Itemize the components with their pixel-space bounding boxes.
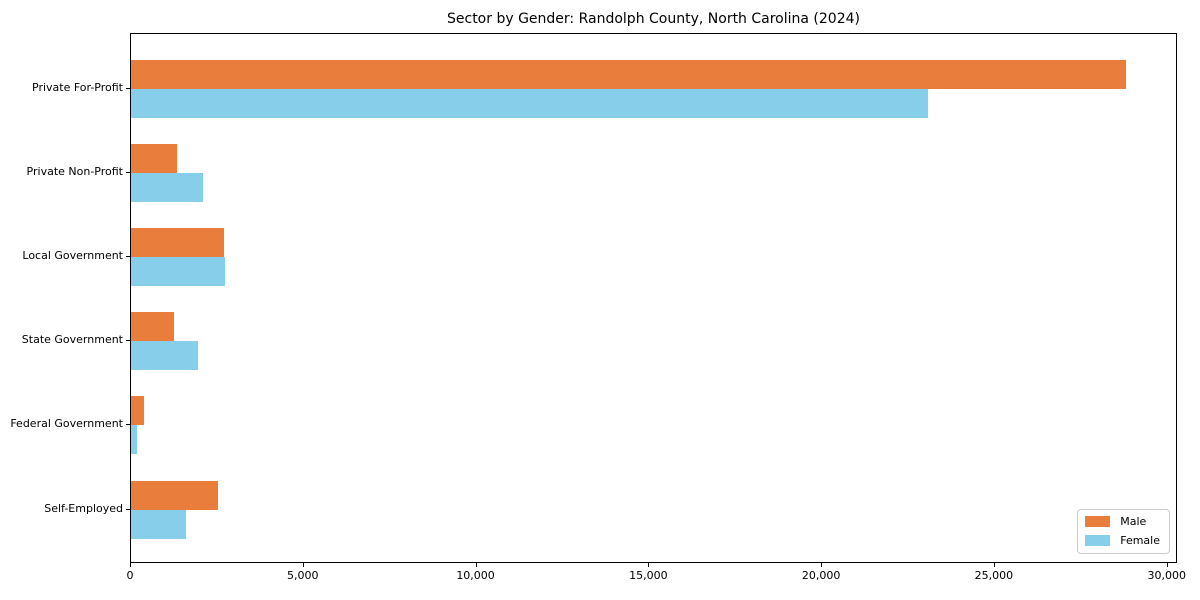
bar-male-1 <box>131 144 177 174</box>
x-axis-tick-label: 30,000 <box>1147 569 1186 582</box>
x-axis-tick-label: 10,000 <box>456 569 495 582</box>
y-axis-tick <box>126 256 130 258</box>
y-axis-label: Private Non-Profit <box>26 165 123 179</box>
x-axis-tick-label: 15,000 <box>629 569 668 582</box>
y-axis-tick <box>126 88 130 89</box>
y-axis-label: State Government <box>21 333 123 347</box>
x-axis-tick-label: 25,000 <box>974 569 1014 582</box>
y-axis-label: Federal Government <box>10 417 123 431</box>
legend-swatch-male <box>1085 516 1111 527</box>
plot-area <box>130 33 1177 563</box>
x-axis-tick-label: 20,000 <box>801 569 841 582</box>
x-axis-tick <box>130 563 131 567</box>
y-axis-label: Private For-Profit <box>32 81 123 94</box>
bar-female-2 <box>131 257 225 287</box>
bar-female-3 <box>131 341 198 371</box>
bar-female-0 <box>131 89 928 118</box>
x-axis-tick <box>1166 563 1168 567</box>
legend-label-female: Female <box>1120 534 1160 547</box>
bar-female-5 <box>131 509 186 539</box>
bar-male-4 <box>131 396 144 426</box>
bar-male-5 <box>131 480 218 510</box>
x-axis-tick <box>475 563 477 567</box>
x-axis-tick <box>648 563 650 567</box>
y-axis-tick <box>126 172 130 174</box>
chart-title: Sector by Gender: Randolph County, North… <box>447 11 860 27</box>
bar-male-2 <box>131 228 224 258</box>
y-axis-tick <box>126 424 130 426</box>
y-axis-tick <box>126 508 130 510</box>
legend-entry-male: Male <box>1085 515 1160 528</box>
legend-swatch-female <box>1085 535 1111 546</box>
legend-entry-female: Female <box>1085 534 1160 547</box>
x-axis-tick-label: 0 <box>126 569 134 582</box>
y-axis-label: Self-Employed <box>44 501 123 515</box>
y-axis-tick <box>126 340 130 342</box>
bar-female-4 <box>131 425 137 455</box>
bar-male-0 <box>131 60 1126 89</box>
bar-female-1 <box>131 173 203 203</box>
legend: Male Female <box>1077 509 1170 554</box>
legend-label-male: Male <box>1120 515 1147 528</box>
y-axis-label: Local Government <box>22 249 123 263</box>
x-axis-tick <box>302 563 304 567</box>
x-axis-tick <box>821 563 823 567</box>
bar-male-3 <box>131 312 174 342</box>
x-axis-tick <box>993 563 995 567</box>
x-axis-tick-label: 5,000 <box>287 569 319 582</box>
